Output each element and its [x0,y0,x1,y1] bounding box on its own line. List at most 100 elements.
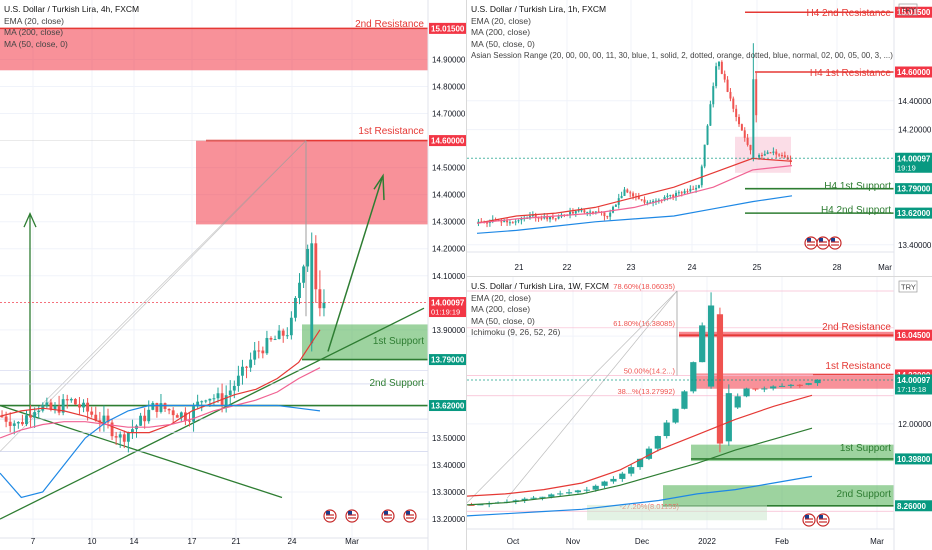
legend-indicator: Ichimoku (9, 26, 52, 26) [471,327,561,337]
us-flag-icon [819,515,823,519]
candle-body [766,152,769,154]
candle-body [49,402,53,410]
price-tag-label: 16.04500 [897,331,931,340]
candle-body [695,187,698,190]
price-tag [895,374,932,395]
candle-body [619,473,626,479]
y-tick-label: 14.40000 [432,191,466,200]
candle-body [228,390,232,396]
candle-body [506,220,509,223]
x-tick-label: 25 [753,263,762,272]
candle-body [131,429,134,433]
level-label: H4 1st Resistance [810,68,892,79]
candle-body [692,188,695,190]
x-tick-label: 7 [31,537,36,546]
chart-panel-4h[interactable]: 2nd Resistance 1st Resistance 1st Support 2… [0,0,466,550]
x-tick-label: 2022 [698,537,716,546]
candle-body [734,396,741,408]
candle-body [511,222,514,224]
x-tick-label: 21 [515,263,524,272]
y-tick-label: 13.40000 [432,461,466,470]
trend-line [467,290,678,503]
legend-indicator: MA (50, close, 0) [471,315,535,326]
candle-body [245,366,248,368]
candle-body [654,200,657,202]
candle-body [106,415,110,423]
candle-body [787,384,795,386]
candle-body [20,422,24,425]
candle-body [666,195,669,198]
series-line [467,475,813,517]
price-tag-label: 13.62000 [897,209,931,218]
chart-panel-1h[interactable]: H4 2nd Resistance H4 1st Resistance H4 1st… [467,0,932,276]
level-label: 1st Support [840,443,891,454]
price-tag [429,135,466,147]
candle-body [12,423,16,426]
session-range-box [735,136,791,173]
candle-body [591,211,594,214]
panel-divider-vertical[interactable] [466,0,467,550]
candle-body [746,137,749,145]
price-tag [895,329,932,341]
candle-body [200,401,204,403]
candle-body [712,86,715,105]
candle-body [530,497,537,499]
chart-panel-1w[interactable]: 78.60%(18.06035) 61.80%(16.38085) 50.00%(1… [467,277,932,550]
candle-body [543,216,546,219]
candle-body [45,402,49,406]
series-line [0,329,321,434]
candle-body [155,402,159,412]
price-tag [429,297,466,318]
price-tag [429,354,466,366]
candle-body [643,199,646,203]
x-tick-label: 28 [833,263,842,272]
x-tick-label: Nov [566,537,580,546]
candle-body [775,151,778,155]
price-tag [895,183,932,195]
y-tick-label: 14.50000 [432,164,466,173]
chart-1w-svg[interactable]: 78.60%(18.06035) 61.80%(16.38085) 50.00%(1… [467,277,932,550]
candle-body [110,422,114,437]
price-tag [895,500,932,512]
legend-1h: U.S. Dollar / Turkish Lira, 1h, FXCM EMA… [471,4,893,62]
us-flag-icon [805,515,809,519]
currency-label: TRY [901,6,916,15]
level-label: 2nd Resistance [822,322,891,333]
chart-4h-svg[interactable]: 2nd Resistance 1st Resistance 1st Support 2… [0,0,466,550]
candle-body [4,416,8,422]
currency-box [898,3,918,16]
candle-body [531,215,534,217]
price-tag-label: 13.79000 [431,356,465,365]
candle-body [629,192,632,194]
candle-body [61,399,65,413]
zone-resistance [196,140,428,225]
panel-divider-horizontal[interactable] [466,276,932,277]
candle-body [179,412,183,418]
candle-body [540,218,543,220]
candle-body [677,192,680,194]
candle-body [486,222,489,224]
trend-line [29,140,307,417]
level-label: 1st Resistance [825,361,891,372]
chart-1h-svg[interactable]: H4 2nd Resistance H4 1st Resistance H4 1st… [467,0,932,276]
y-tick-label: 13.40000 [898,241,932,250]
price-tag [895,66,932,78]
candle-body [216,393,220,399]
price-tag-sub: 17:19:18 [897,385,926,394]
x-tick-label: 17 [188,537,197,546]
candle-body [583,210,586,213]
candle-body [663,197,666,201]
legend-indicator: MA (50, close, 0) [4,38,68,49]
ichimoku-cloud [587,504,767,521]
candle-body [557,493,564,495]
legend-title: U.S. Dollar / Turkish Lira, 1W, FXCM [471,281,609,291]
candle-body [574,211,577,214]
candle-body [122,434,126,442]
candle-body [720,61,723,74]
candle-body [752,79,755,159]
y-tick-label: 14.20000 [432,245,466,254]
candle-body [697,185,700,188]
level-label: 1st Resistance [358,126,424,137]
series-line [476,195,793,234]
price-tag-label: 14.00097 [431,299,465,308]
